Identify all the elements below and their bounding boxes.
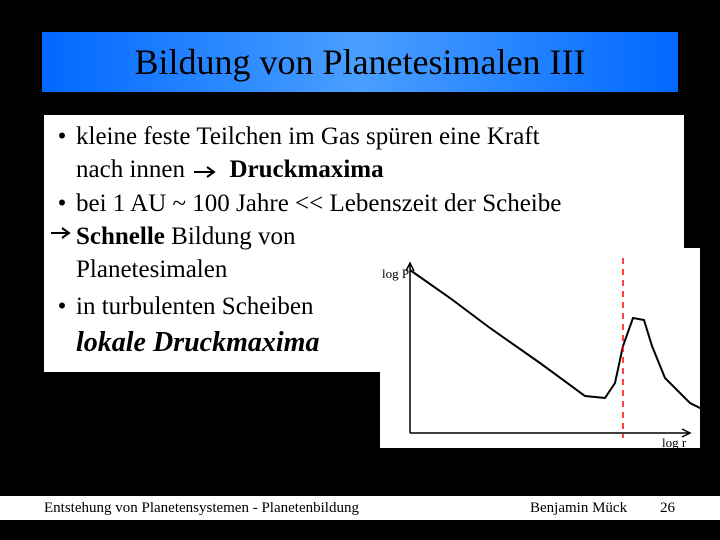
pressure-chart: log P log r <box>380 248 700 448</box>
arrow-icon <box>193 166 219 178</box>
bullet-1-bold: Druckmaxima <box>229 156 383 183</box>
arrow-bold: Schnelle <box>76 223 165 250</box>
footer: Entstehung von Planetensystemen - Planet… <box>0 496 720 520</box>
footer-author: Benjamin Mück <box>530 500 627 517</box>
slide-title: Bildung von Planetesimalen III <box>135 41 586 83</box>
bullet-3-italic: lokale Druckmaxima <box>48 325 378 360</box>
bullet-1-text: kleine feste Teilchen im Gas spüren eine… <box>76 121 688 152</box>
title-bar: Bildung von Planetesimalen III <box>42 32 678 92</box>
svg-text:log r: log r <box>662 435 687 448</box>
bullet-1-cont: nach innen Druckmaxima <box>48 154 688 185</box>
bullet-1: • kleine feste Teilchen im Gas spüren ei… <box>48 121 688 152</box>
bullet-marker: • <box>48 291 76 322</box>
bullet-1-cont-pre: nach innen <box>76 156 185 183</box>
bullet-2-text: bei 1 AU ~ 100 Jahre << Lebenszeit der S… <box>76 188 688 219</box>
bullet-marker: • <box>48 121 76 152</box>
arrow-text: Schnelle Bildung von <box>76 221 378 252</box>
bullet-2: • bei 1 AU ~ 100 Jahre << Lebenszeit der… <box>48 188 688 219</box>
svg-text:log P: log P <box>382 266 409 281</box>
bullet-3-text: in turbulenten Scheiben <box>76 291 378 322</box>
footer-title: Entstehung von Planetensystemen - Planet… <box>44 500 359 517</box>
arrow-icon <box>48 221 76 239</box>
arrow-conclusion: Schnelle Bildung von <box>48 221 378 252</box>
arrow-conclusion-cont: Planetesimalen <box>48 254 378 285</box>
bullet-marker: • <box>48 188 76 219</box>
arrow-rest1: Bildung von <box>165 223 296 250</box>
footer-page-number: 26 <box>660 500 675 517</box>
bullet-3: • in turbulenten Scheiben <box>48 291 378 322</box>
